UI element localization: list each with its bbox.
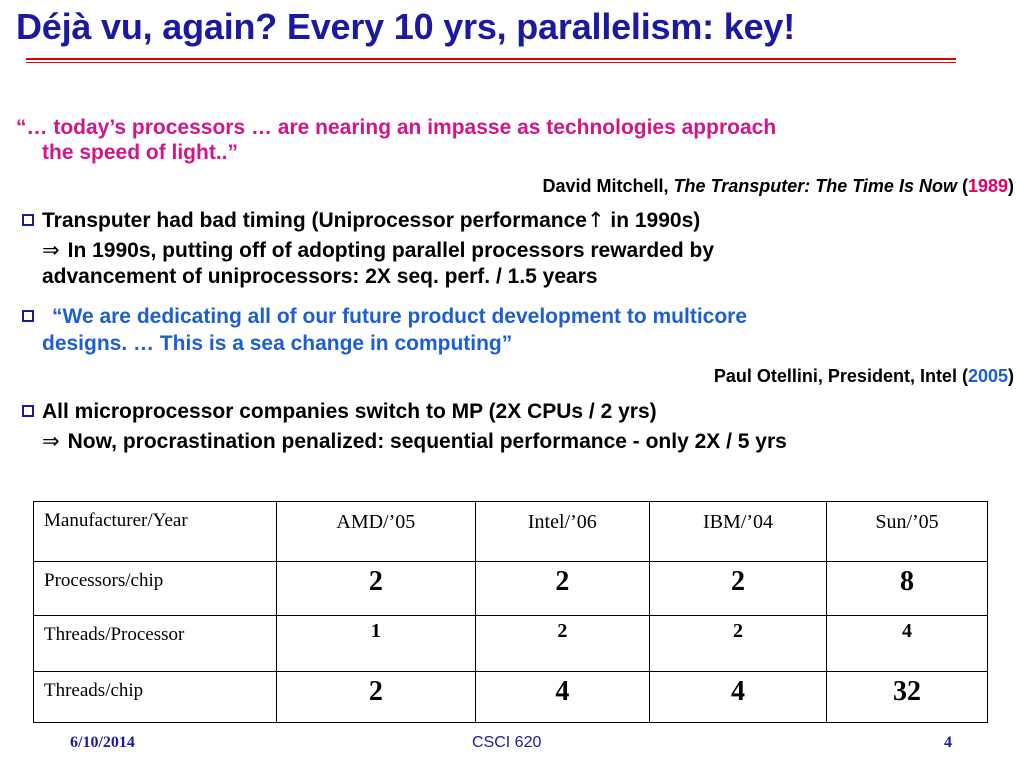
quote2-attribution: Paul Otellini, President, Intel (2005) bbox=[714, 366, 1014, 387]
bullet2-sub-text1: Now, procrastination penalized: sequenti… bbox=[67, 430, 787, 453]
up-arrow-icon: ↑ bbox=[586, 208, 605, 232]
table-cell: 8 bbox=[826, 561, 988, 616]
quote2-line1: “We are dedicating all of our future pro… bbox=[22, 305, 747, 329]
quote1-attribution: David Mitchell, The Transputer: The Time… bbox=[543, 176, 1014, 197]
table-cell: 2 bbox=[648, 615, 828, 672]
table-header-cell: IBM/’04 bbox=[648, 501, 828, 562]
bullet1-sub-line2: advancement of uniprocessors: 2X seq. pe… bbox=[42, 265, 598, 288]
quote2-year: 2005 bbox=[967, 366, 1008, 386]
multicore-comparison-table: Manufacturer/Year AMD/’05 Intel/’06 IBM/… bbox=[33, 501, 988, 723]
bullet2-text: All microprocessor companies switch to M… bbox=[42, 400, 657, 423]
table-header-cell: Intel/’06 bbox=[474, 501, 650, 562]
table-row: Threads/Processor 1 2 2 4 bbox=[33, 615, 988, 672]
bullet-square-icon bbox=[22, 405, 34, 417]
quote1-author: David Mitchell, bbox=[542, 176, 674, 196]
title-underline-thin bbox=[26, 62, 956, 63]
table-cell: 2 bbox=[276, 561, 476, 616]
bullet-square-icon bbox=[22, 214, 34, 226]
table-cell: 4 bbox=[474, 671, 650, 723]
footer-date: 6/10/2014 bbox=[70, 734, 135, 751]
quote2-text1: “We are dedicating all of our future pro… bbox=[52, 305, 748, 328]
quote1-book: The Transputer: The Time Is Now bbox=[673, 176, 957, 196]
footer-page-number: 4 bbox=[944, 734, 952, 751]
quote2-line2: designs. … This is a sea change in compu… bbox=[42, 332, 513, 355]
table-row: Threads/chip 2 4 4 32 bbox=[33, 671, 988, 723]
table-row-label: Threads/chip bbox=[33, 671, 277, 723]
table-cell: 4 bbox=[826, 615, 988, 672]
table-row-label: Processors/chip bbox=[33, 561, 277, 616]
table-cell: 2 bbox=[276, 671, 476, 723]
footer-course: CSCI 620 bbox=[472, 734, 542, 751]
implies-arrow-icon: ⇒ bbox=[42, 238, 60, 262]
bullet2-sub-line1: ⇒ Now, procrastination penalized: sequent… bbox=[42, 429, 787, 454]
bullet1-line: Transputer had bad timing (Uniprocessor … bbox=[22, 208, 700, 233]
bullet1-text: Transputer had bad timing (Uniprocessor … bbox=[42, 209, 587, 232]
table-cell: 1 bbox=[276, 615, 476, 672]
table-header-row: Manufacturer/Year AMD/’05 Intel/’06 IBM/… bbox=[33, 501, 988, 562]
quote2-close-paren: ) bbox=[1008, 366, 1014, 386]
table-cell: 2 bbox=[474, 561, 650, 616]
quote1-line1: “… today’s processors … are nearing an i… bbox=[16, 116, 777, 139]
table-row: Processors/chip 2 2 2 8 bbox=[33, 561, 988, 616]
bullet1-sub-line1: ⇒ In 1990s, putting off of adopting paral… bbox=[42, 238, 714, 263]
bullet2-line: All microprocessor companies switch to M… bbox=[22, 400, 657, 424]
slide-title: Déjà vu, again? Every 10 yrs, parallelis… bbox=[16, 6, 796, 47]
bullet1-sub-text1: In 1990s, putting off of adopting parall… bbox=[67, 239, 715, 262]
title-underline bbox=[26, 58, 956, 60]
bullet1-text-end: in 1990s) bbox=[604, 209, 701, 232]
table-cell: 4 bbox=[648, 671, 828, 723]
table-cell: 32 bbox=[826, 671, 988, 723]
bullet-square-icon bbox=[22, 310, 34, 322]
table-header-cell: Sun/’05 bbox=[826, 501, 988, 562]
quote1-line2: the speed of light..” bbox=[42, 141, 239, 164]
quote1-open-paren: ( bbox=[956, 176, 968, 196]
table-cell: 2 bbox=[474, 615, 650, 672]
quote1-year: 1989 bbox=[967, 176, 1008, 196]
table-cell: 2 bbox=[648, 561, 828, 616]
table-row-label: Threads/Processor bbox=[33, 615, 277, 672]
table-header-cell: Manufacturer/Year bbox=[33, 501, 277, 562]
table-header-cell: AMD/’05 bbox=[276, 501, 476, 562]
quote1-close-paren: ) bbox=[1008, 176, 1014, 196]
quote2-author: Paul Otellini, President, Intel ( bbox=[713, 366, 968, 386]
implies-arrow-icon: ⇒ bbox=[42, 429, 60, 453]
